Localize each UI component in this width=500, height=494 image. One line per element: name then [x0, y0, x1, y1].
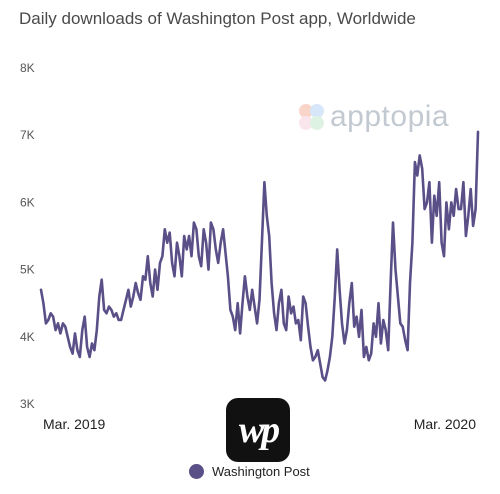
y-axis: 3K 4K 5K 6K 7K 8K — [20, 61, 35, 411]
logo-petal — [310, 116, 324, 130]
y-tick-label: 8K — [20, 61, 35, 75]
series-line-washington-post — [39, 130, 480, 382]
logo-petal — [310, 104, 324, 118]
app-logo-text: wp — [238, 409, 280, 451]
y-tick-label: 6K — [20, 195, 35, 209]
x-tick-label: Mar. 2020 — [414, 416, 476, 432]
y-tick-label: 5K — [20, 263, 35, 277]
legend: Washington Post — [189, 464, 310, 479]
legend-label: Washington Post — [212, 464, 310, 479]
legend-swatch — [189, 464, 204, 479]
logo-petal — [299, 116, 313, 130]
chart-title: Daily downloads of Washington Post app, … — [19, 9, 416, 28]
x-axis: Mar. 2019 Mar. 2020 — [43, 416, 476, 432]
x-tick-label: Mar. 2019 — [43, 416, 105, 432]
logo-petal — [299, 104, 313, 118]
watermark-text: apptopia — [330, 100, 450, 133]
y-tick-label: 7K — [20, 128, 35, 142]
apptopia-watermark: apptopia — [296, 100, 449, 134]
y-tick-label: 3K — [20, 397, 35, 411]
washington-post-logo-icon: wp — [226, 398, 290, 462]
y-tick-label: 4K — [20, 330, 35, 344]
apptopia-logo-icon — [299, 104, 324, 130]
